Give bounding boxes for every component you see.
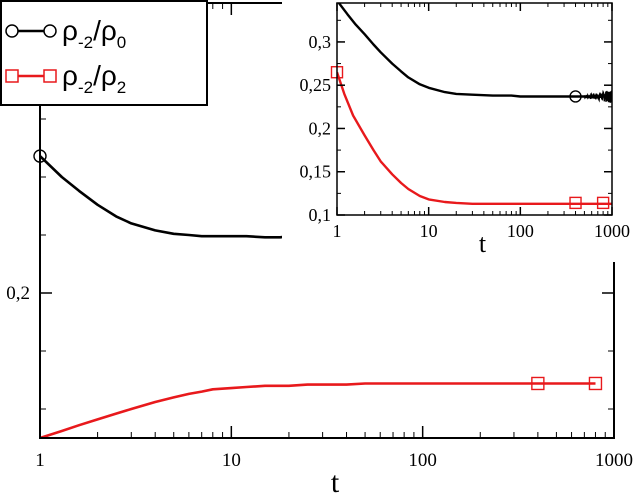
main-x-tick-label: 1000 xyxy=(595,450,633,471)
legend-label-red: ρ-2/ρ2 xyxy=(62,60,126,97)
legend-square-marker-icon xyxy=(43,69,57,83)
inset-x-tick-label: 100 xyxy=(507,221,534,241)
legend-square-marker-icon xyxy=(5,69,19,83)
inset-x-tick-label: 1000 xyxy=(594,221,630,241)
inset-square-marker xyxy=(596,196,610,210)
inset-y-tick-label: 0,3 xyxy=(309,32,332,52)
inset-y-tick-label: 0,1 xyxy=(309,205,332,225)
main-square-marker xyxy=(531,376,545,391)
legend-entry-black: ρ-2/ρ0 xyxy=(5,15,126,52)
main-y-tick-label: 0,2 xyxy=(6,283,30,304)
inset-circle-marker xyxy=(569,90,582,103)
legend: ρ-2/ρ0 ρ-2/ρ2 xyxy=(0,0,208,106)
main-square-marker xyxy=(588,376,603,391)
inset-series-line-black-fluctuation xyxy=(583,89,612,103)
inset-x-tick-label: 10 xyxy=(420,221,438,241)
main-x-tick-label: 10 xyxy=(222,450,241,471)
inset-x-tick-label: 1 xyxy=(333,221,342,241)
inset-series-line-red xyxy=(337,71,612,206)
inset-plot-frame xyxy=(336,2,613,216)
legend-circle-marker-icon xyxy=(43,24,57,38)
legend-label-black: ρ-2/ρ0 xyxy=(62,15,126,52)
inset-y-tick-label: 0,2 xyxy=(309,118,332,138)
inset-x-axis-label: t xyxy=(479,229,487,258)
main-x-axis-label: t xyxy=(331,466,340,496)
inset-background xyxy=(282,0,617,262)
inset-plot: 1 10 100 1000 0,1 0,15 0,2 0,25 0,3 t xyxy=(282,0,630,262)
inset-series-layer xyxy=(330,3,612,210)
inset-square-marker xyxy=(569,196,582,210)
main-x-tick-label: 1 xyxy=(35,450,45,471)
main-x-tick-label: 100 xyxy=(408,450,437,471)
inset-series-line-black xyxy=(337,3,612,98)
legend-entry-red: ρ-2/ρ2 xyxy=(5,60,126,97)
legend-box xyxy=(0,0,208,106)
main-series-line-red xyxy=(40,382,596,438)
legend-circle-marker-icon xyxy=(5,24,19,38)
inset-y-tick-label: 0,15 xyxy=(300,162,332,182)
inset-y-tick-label: 0,25 xyxy=(300,75,332,95)
